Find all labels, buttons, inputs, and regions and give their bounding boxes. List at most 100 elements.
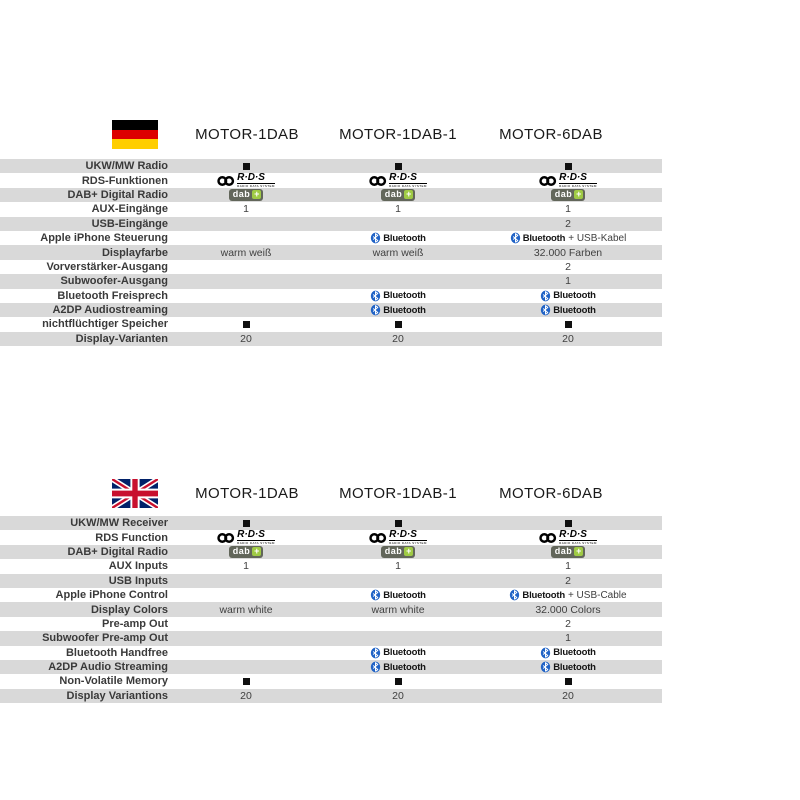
dab-text: dab	[384, 546, 403, 557]
value-cell: 32.000 Farben	[474, 245, 662, 259]
feature-label: Display Colors	[90, 603, 168, 616]
present-marker	[564, 162, 572, 170]
value-text: 32.000 Farben	[533, 246, 603, 259]
bluetooth-logo: Bluetooth	[370, 290, 426, 302]
bluetooth-label: Bluetooth	[383, 589, 426, 601]
rds-rings-icon	[539, 175, 557, 187]
feature-label: Subwoofer-Ausgang	[60, 275, 168, 288]
bluetooth-logo: Bluetooth	[370, 304, 426, 316]
value-cell	[322, 516, 474, 530]
dab-plus-logo: dab +	[228, 545, 264, 558]
bluetooth-logo: Bluetooth	[370, 647, 426, 659]
feature-label: Non-Volatile Memory	[59, 675, 168, 688]
dab-plus-icon: +	[404, 546, 414, 557]
rds-logo: R·D·S RADIO DATA SYSTEM	[369, 530, 427, 545]
rds-wordmark: R·D·S RADIO DATA SYSTEM	[559, 530, 597, 545]
feature-row: Apple iPhone Steuerung Bluetooth Bluetooth…	[0, 231, 662, 245]
value-cell	[474, 516, 662, 530]
value-cell: Bluetooth	[474, 646, 662, 660]
value-cell	[170, 574, 322, 588]
dab-text: dab	[232, 546, 251, 557]
present-marker	[564, 677, 572, 685]
value-cell: Bluetooth	[322, 660, 474, 674]
dab-plus-icon: +	[252, 189, 262, 200]
value-text: 1	[565, 203, 571, 216]
feature-row: Vorverstärker-Ausgang 2	[0, 260, 662, 274]
value-text: 1	[243, 203, 249, 216]
value-cell	[170, 617, 322, 631]
value-cell: 20	[322, 689, 474, 703]
value-cell	[170, 674, 322, 688]
value-cell: warm weiß	[322, 245, 474, 259]
feature-row: Displayfarbe warm weiß warm weiß 32.000 Far…	[0, 245, 662, 260]
value-text: 1	[243, 560, 249, 573]
value-cell: R·D·S RADIO DATA SYSTEM	[322, 173, 474, 188]
bluetooth-icon	[540, 661, 551, 673]
dab-plus-icon: +	[574, 546, 584, 557]
value-cell: 1	[170, 559, 322, 573]
bluetooth-icon	[370, 290, 381, 302]
rds-logo: R·D·S RADIO DATA SYSTEM	[539, 530, 597, 545]
bluetooth-icon	[509, 589, 520, 601]
value-cell: Bluetooth + USB-Kabel	[474, 231, 662, 245]
value-cell: 1	[322, 559, 474, 573]
feature-label: A2DP Audio Streaming	[48, 661, 168, 674]
value-cell: Bluetooth + USB-Cable	[474, 588, 662, 602]
uk-flag	[112, 479, 158, 508]
value-cell: 2	[474, 574, 662, 588]
rds-logo: R·D·S RADIO DATA SYSTEM	[217, 173, 275, 188]
rds-logo: R·D·S RADIO DATA SYSTEM	[539, 173, 597, 188]
feature-row: nichtflüchtiger Speicher	[0, 317, 662, 331]
bluetooth-logo: Bluetooth	[540, 661, 596, 673]
column-header-motor-1dab-1: MOTOR-1DAB-1	[339, 485, 457, 502]
rds-caption: RADIO DATA SYSTEM	[237, 184, 275, 189]
dab-plus-logo: dab +	[380, 545, 416, 558]
value-cell: 1	[170, 202, 322, 216]
value-cell: dab +	[474, 188, 662, 202]
rds-caption: RADIO DATA SYSTEM	[389, 541, 427, 546]
value-cell: Bluetooth	[474, 289, 662, 303]
rds-wordmark: R·D·S RADIO DATA SYSTEM	[237, 173, 275, 188]
value-text: warm weiß	[372, 246, 424, 259]
feature-label: Subwoofer Pre-amp Out	[42, 632, 168, 645]
value-cell	[170, 159, 322, 173]
bluetooth-label: Bluetooth	[522, 589, 565, 601]
flag-stripe	[112, 120, 158, 130]
value-text: 20	[562, 689, 574, 702]
bluetooth-icon	[540, 290, 551, 302]
value-cell: warm white	[170, 602, 322, 616]
rds-caption: RADIO DATA SYSTEM	[389, 184, 427, 189]
feature-row: RDS-Funktionen R·D·S RADIO DATA SYSTEM R·D·…	[0, 173, 662, 188]
feature-row: Subwoofer Pre-amp Out 1	[0, 631, 662, 646]
bluetooth-icon	[540, 647, 551, 659]
value-cell: R·D·S RADIO DATA SYSTEM	[322, 530, 474, 545]
value-cell	[170, 217, 322, 231]
flag-stripe	[112, 129, 158, 140]
feature-table-en: UKW/MW Receiver RDS Function R·D·S RADIO DA…	[0, 516, 662, 704]
value-text: 2	[565, 617, 571, 630]
feature-label: Apple iPhone Control	[55, 589, 168, 602]
value-cell	[474, 317, 662, 331]
present-marker	[242, 677, 250, 685]
dab-text: dab	[554, 546, 573, 557]
feature-row: USB Inputs 2	[0, 573, 662, 588]
rds-text: R·D·S	[237, 173, 275, 185]
bluetooth-logo: Bluetooth	[540, 304, 596, 316]
bluetooth-label: Bluetooth	[522, 232, 566, 244]
bluetooth-label: Bluetooth	[383, 290, 426, 302]
value-cell	[322, 674, 474, 688]
value-cell: 20	[170, 332, 322, 346]
value-text: 1	[395, 203, 401, 216]
present-marker	[394, 320, 402, 328]
rds-caption: RADIO DATA SYSTEM	[559, 541, 597, 546]
value-cell	[170, 631, 322, 645]
rds-rings-icon	[369, 175, 387, 187]
feature-label: nichtflüchtiger Speicher	[42, 318, 168, 331]
value-text: 20	[562, 332, 574, 345]
bluetooth-label: Bluetooth	[553, 647, 596, 659]
value-text: 1	[565, 560, 571, 573]
bluetooth-logo: Bluetooth	[370, 589, 426, 601]
value-cell	[170, 303, 322, 317]
rds-text: R·D·S	[237, 530, 275, 542]
feature-row: Subwoofer-Ausgang 1	[0, 274, 662, 289]
